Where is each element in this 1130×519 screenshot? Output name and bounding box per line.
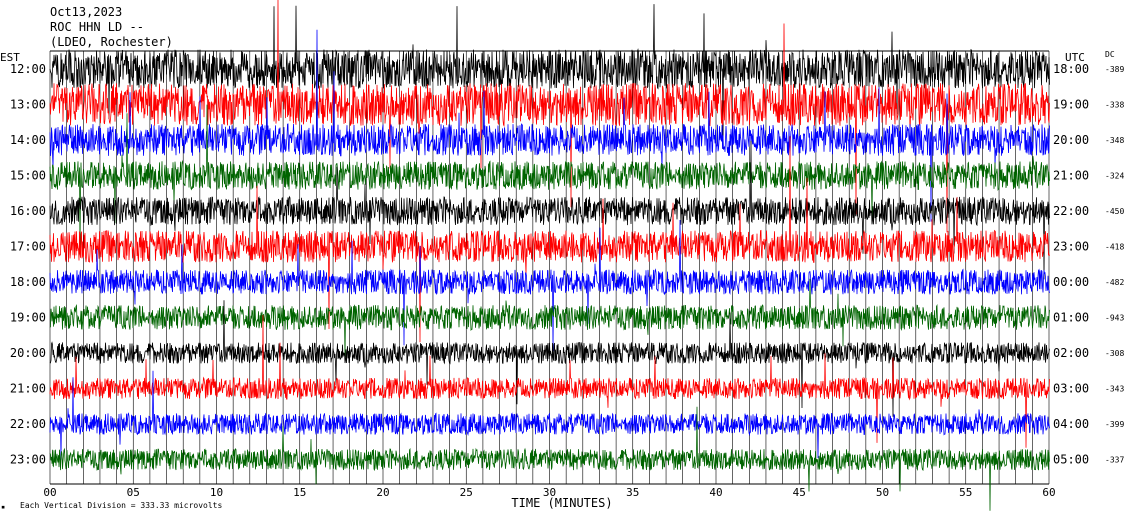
x-tick-label: 30 [543,486,556,499]
trace-line [49,300,1050,417]
est-hour-label: 18:00 [10,275,46,289]
x-axis-ticks: 00 05 10 15 20 25 30 35 40 45 50 55 60 [43,486,1055,499]
x-tick-label: 00 [43,486,56,499]
row-labels: 12:00 18:00 -389 13:00 19:00 -338 14:00 20:00 -3… [10,62,1125,467]
trace-line [49,4,1050,150]
trace-line [49,370,1050,460]
est-hour-label: 20:00 [10,346,46,360]
dc-offset-label: -482 [1105,278,1124,287]
footer-mark: ▪ [1,503,5,511]
est-hour-label: 22:00 [10,417,46,431]
utc-hour-label: 22:00 [1053,204,1089,218]
dc-offset-label: -338 [1105,101,1124,110]
traces [49,0,1050,511]
est-hour-label: 17:00 [10,240,46,254]
dc-offset-label: -337 [1105,456,1124,465]
x-tick-label: 25 [460,486,473,499]
utc-hour-label: 03:00 [1053,382,1089,396]
x-tick-label: 60 [1042,486,1055,499]
est-hour-label: 21:00 [10,382,46,396]
trace-line [49,140,1050,280]
left-axis-label: EST [0,51,20,64]
utc-hour-label: 23:00 [1053,240,1089,254]
dc-offset-label: -308 [1105,349,1124,358]
utc-hour-label: 21:00 [1053,169,1089,183]
est-hour-label: 19:00 [10,311,46,325]
dc-offset-label: -399 [1105,420,1124,429]
dc-offset-label: -418 [1105,243,1124,252]
x-tick-label: 50 [876,486,889,499]
est-hour-label: 14:00 [10,133,46,147]
dc-offset-label: -450 [1105,207,1124,216]
est-hour-label: 13:00 [10,98,46,112]
x-tick-label: 05 [127,486,140,499]
header-station: ROC HHN LD -- [50,20,144,34]
dc-offset-label: -324 [1105,172,1124,181]
dc-offset-label: -348 [1105,136,1124,145]
est-hour-label: 16:00 [10,204,46,218]
trace-line [49,0,1050,233]
dc-label: DC [1105,50,1115,59]
utc-hour-label: 20:00 [1053,133,1089,147]
right-axis-label: UTC [1065,51,1085,64]
dc-offset-label: -343 [1105,385,1124,394]
x-tick-label: 20 [376,486,389,499]
est-hour-label: 15:00 [10,169,46,183]
x-tick-label: 10 [210,486,223,499]
trace-line [49,278,1050,358]
utc-hour-label: 05:00 [1053,453,1089,467]
footer-note: Each Vertical Division = 333.33 microvol… [20,501,222,510]
x-tick-label: 40 [709,486,722,499]
header-date: Oct13,2023 [50,5,122,19]
trace-line [49,314,1050,448]
dc-offset-label: -943 [1105,314,1124,323]
est-hour-label: 23:00 [10,453,46,467]
est-hour-label: 12:00 [10,62,46,76]
trace-line [49,29,1050,222]
x-tick-label: 35 [626,486,639,499]
utc-hour-label: 02:00 [1053,346,1089,360]
trace-line [49,136,1050,343]
x-tick-label: 45 [793,486,806,499]
x-axis-title: TIME (MINUTES) [511,496,612,510]
trace-line [49,219,1050,352]
x-tick-label: 55 [959,486,972,499]
trace-line [49,104,1050,255]
utc-hour-label: 04:00 [1053,417,1089,431]
utc-hour-label: 00:00 [1053,275,1089,289]
header-network: (LDEO, Rochester) [50,35,173,49]
utc-hour-label: 18:00 [1053,62,1089,76]
trace-line [49,406,1050,511]
x-tick-label: 15 [293,486,306,499]
utc-hour-label: 01:00 [1053,311,1089,325]
utc-hour-label: 19:00 [1053,98,1089,112]
dc-offset-label: -389 [1105,65,1124,74]
